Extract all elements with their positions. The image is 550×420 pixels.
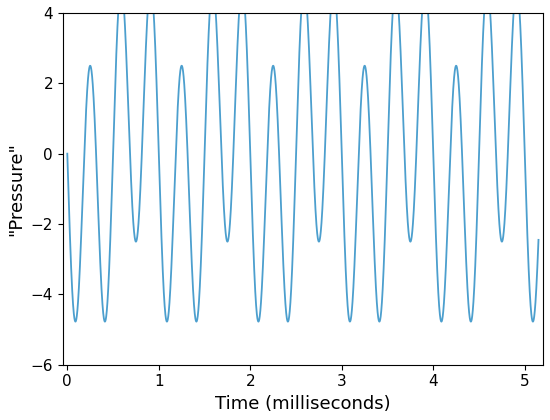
X-axis label: Time (milliseconds): Time (milliseconds) — [215, 395, 390, 413]
Y-axis label: "Pressure": "Pressure" — [7, 142, 25, 236]
